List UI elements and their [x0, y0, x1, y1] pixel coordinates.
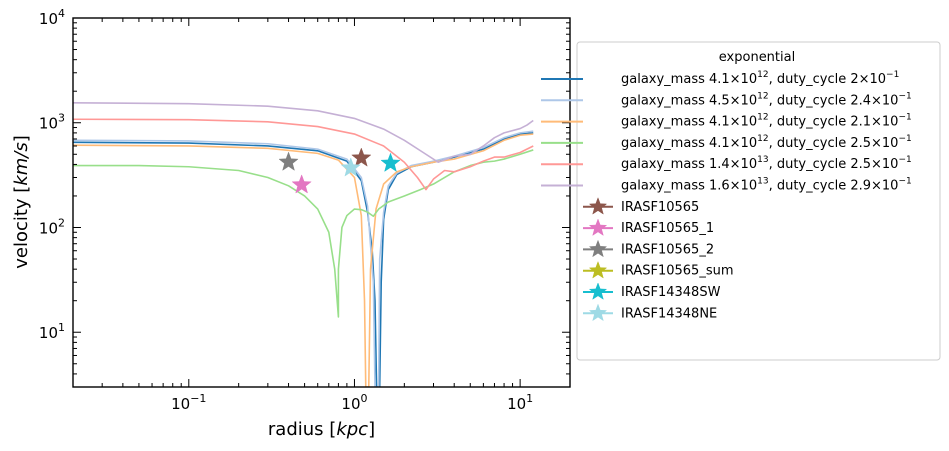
- y-tick-label: 103: [39, 112, 65, 133]
- axis-ticks: [72, 17, 571, 388]
- legend-marker-star-5: [588, 282, 608, 300]
- legend-label-1: galaxy_mass 4.1×1012, duty_cycle 2×10−1: [621, 70, 899, 87]
- marker-2: [291, 174, 312, 194]
- series-line-1: [73, 132, 534, 387]
- legend-marker-label-1: IRASF10565: [621, 200, 699, 215]
- x-tick-label: 10−1: [171, 392, 206, 413]
- legend-box: [576, 41, 941, 361]
- marker-3: [278, 151, 299, 171]
- legend-marker-label-6: IRASF14348NE: [621, 306, 717, 321]
- data-markers: [278, 147, 401, 194]
- legend-marker-label-2: IRASF10565_1: [621, 221, 714, 236]
- legend-marker-star-4: [588, 260, 608, 279]
- y-tick-label: 102: [39, 216, 65, 237]
- marker-1: [351, 147, 372, 167]
- legend-label-4: galaxy_mass 4.1×1012, duty_cycle 2.5×10−…: [621, 134, 912, 151]
- legend-marker-label-5: IRASF14348SW: [621, 285, 721, 300]
- x-axis-label: radius [kpc]: [268, 419, 375, 440]
- legend-marker-label-3: IRASF10565_2: [621, 242, 714, 257]
- legend-label-3: galaxy_mass 4.1×1012, duty_cycle 2.1×10−…: [621, 113, 912, 130]
- y-tick-label: 104: [39, 7, 65, 28]
- series-line-3: [73, 133, 534, 387]
- legend: exponential galaxy_mass 4.1×1012, duty_c…: [541, 41, 941, 361]
- series-line-5: [73, 118, 534, 191]
- marker-5: [380, 152, 401, 172]
- legend-label-6: galaxy_mass 1.6×1013, duty_cycle 2.9×10−…: [621, 177, 912, 194]
- marker-6: [340, 157, 361, 177]
- legend-label-5: galaxy_mass 1.4×1013, duty_cycle 2.5×10−…: [621, 155, 912, 172]
- legend-marker-label-4: IRASF10565_sum: [621, 264, 734, 279]
- legend-marker-star-2: [588, 218, 608, 236]
- y-tick-label: 101: [39, 321, 65, 342]
- y-axis-label: velocity [km/s]: [11, 135, 32, 269]
- series-line-2: [73, 130, 534, 387]
- legend-marker-star-6: [588, 303, 608, 322]
- legend-entries: galaxy_mass 4.1×1012, duty_cycle 2×10−1 g…: [541, 70, 912, 321]
- legend-label-2: galaxy_mass 4.5×1012, duty_cycle 2.4×10−…: [621, 91, 912, 108]
- legend-marker-star-3: [588, 239, 608, 258]
- tick-labels: 10−1 100 101 101 102 103 104: [39, 7, 533, 413]
- series-line-4: [73, 149, 534, 318]
- legend-title: exponential: [719, 50, 795, 65]
- x-tick-label: 101: [507, 392, 533, 413]
- x-tick-label: 100: [341, 392, 367, 413]
- plot-frame: [72, 17, 571, 388]
- series-lines: [73, 102, 534, 387]
- series-line-6: [73, 102, 534, 164]
- legend-marker-star-1: [588, 197, 608, 215]
